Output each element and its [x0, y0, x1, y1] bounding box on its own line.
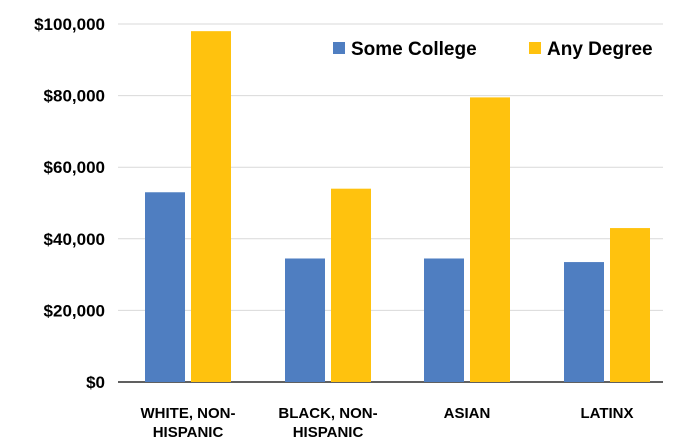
x-category-label-line: ASIAN [444, 405, 491, 422]
x-axis-category-labels: WHITE, NON- HISPANIC BLACK, NON- HISPANIC AS… [141, 405, 634, 441]
y-axis-tick-labels: $0 $20,000 $40,000 $60,000 $80,000 $100,000 [34, 15, 105, 392]
legend-label-some-college: Some College [351, 39, 477, 60]
bars [145, 31, 650, 382]
bar-some-college [285, 258, 325, 382]
x-category-label-line: LATINX [580, 405, 633, 422]
legend: Some College Any Degree [333, 39, 653, 60]
y-tick-label: $20,000 [44, 301, 105, 320]
x-category-label: ASIAN [444, 405, 491, 422]
x-category-label: BLACK, NON- HISPANIC [278, 405, 377, 441]
x-category-label-line: HISPANIC [293, 424, 364, 441]
bar-any-degree [470, 97, 510, 382]
y-tick-label: $0 [86, 373, 105, 392]
x-category-label: WHITE, NON- HISPANIC [141, 405, 236, 441]
bar-some-college [564, 262, 604, 382]
y-tick-label: $100,000 [34, 15, 105, 34]
x-category-label-line: WHITE, NON- [141, 405, 236, 422]
bar-some-college [424, 258, 464, 382]
bar-any-degree [610, 228, 650, 382]
x-category-label-line: HISPANIC [153, 424, 224, 441]
x-category-label: LATINX [580, 405, 633, 422]
y-tick-label: $60,000 [44, 158, 105, 177]
bar-any-degree [191, 31, 231, 382]
x-category-label-line: BLACK, NON- [278, 405, 377, 422]
bar-some-college [145, 192, 185, 382]
legend-swatch-some-college [333, 42, 345, 54]
legend-label-any-degree: Any Degree [547, 39, 653, 60]
legend-swatch-any-degree [529, 42, 541, 54]
y-tick-label: $80,000 [44, 87, 105, 106]
y-tick-label: $40,000 [44, 230, 105, 249]
bar-any-degree [331, 188, 371, 382]
